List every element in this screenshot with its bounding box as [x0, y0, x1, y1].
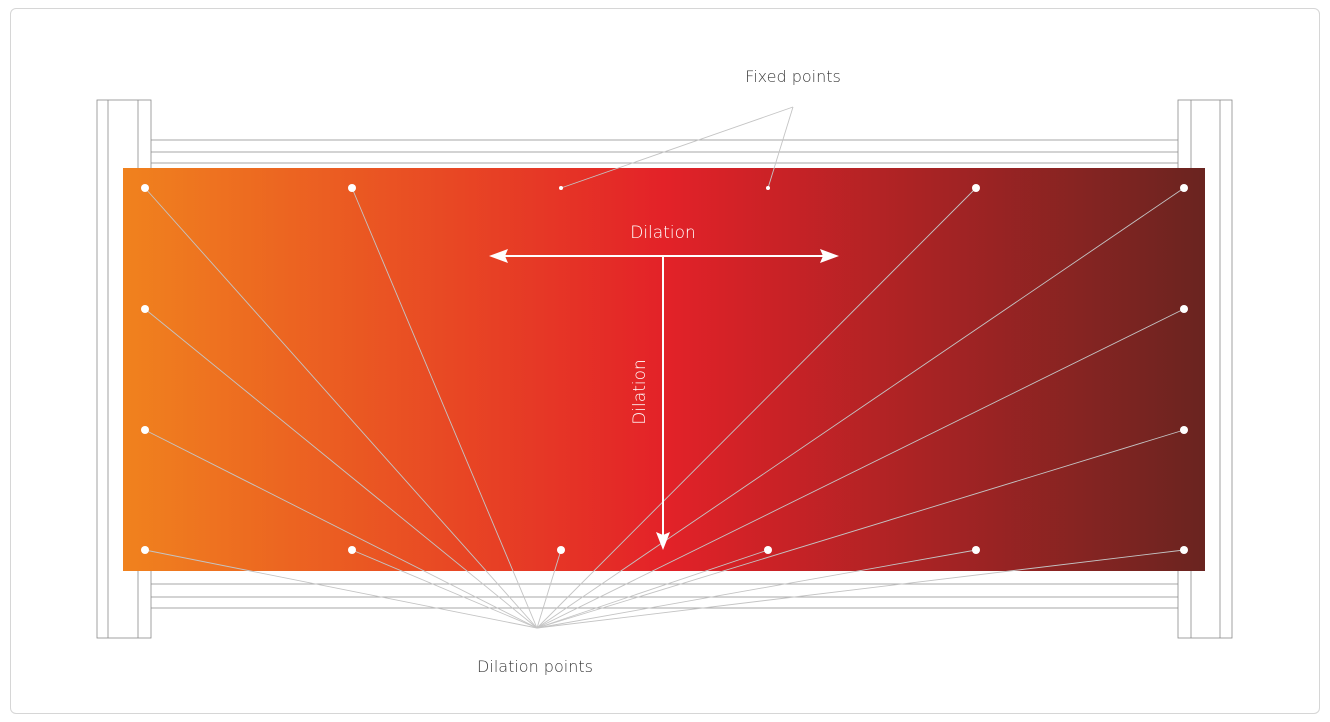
bottom-rail: [151, 583, 1178, 609]
vertical-dilation-label: Dilation: [630, 359, 650, 425]
leader-line: [351, 549, 538, 629]
dilation-point: [1180, 426, 1188, 434]
dilation-point: [141, 305, 149, 313]
leader-line: [536, 308, 1185, 629]
leader-line: [536, 549, 562, 629]
dilation-leader-lines: [144, 187, 1185, 629]
leader-line: [536, 549, 769, 629]
dilation-arrows: [489, 249, 839, 550]
leader-line: [536, 429, 1185, 629]
vertical-dilation-arrow: [656, 256, 670, 550]
attachment-points: [141, 184, 1188, 554]
leader-line: [536, 187, 977, 629]
dilation-point: [141, 184, 149, 192]
leader-line: [144, 187, 538, 629]
dilation-point: [141, 546, 149, 554]
leader-line: [144, 429, 538, 629]
dilation-point: [972, 546, 980, 554]
leader-line: [536, 187, 1185, 629]
leader-line: [144, 549, 538, 629]
fixed-point: [766, 186, 770, 190]
dilation-point: [348, 184, 356, 192]
leader-line: [536, 549, 1185, 629]
fixed-point: [559, 186, 563, 190]
dilation-point: [557, 546, 565, 554]
fixed-point-leaders: [560, 106, 794, 189]
dilation-point: [764, 546, 772, 554]
leader-line: [144, 308, 538, 629]
dilation-point: [972, 184, 980, 192]
leader-line: [536, 549, 977, 629]
dilation-points-label: Dilation points: [477, 657, 593, 676]
dilation-point: [141, 426, 149, 434]
fixed-points-label: Fixed points: [745, 67, 841, 86]
dilation-point: [1180, 546, 1188, 554]
leader-line: [351, 187, 538, 629]
dilation-point: [1180, 305, 1188, 313]
horizontal-dilation-label: Dilation: [630, 223, 696, 243]
dilation-point: [348, 546, 356, 554]
dilation-point: [1180, 184, 1188, 192]
